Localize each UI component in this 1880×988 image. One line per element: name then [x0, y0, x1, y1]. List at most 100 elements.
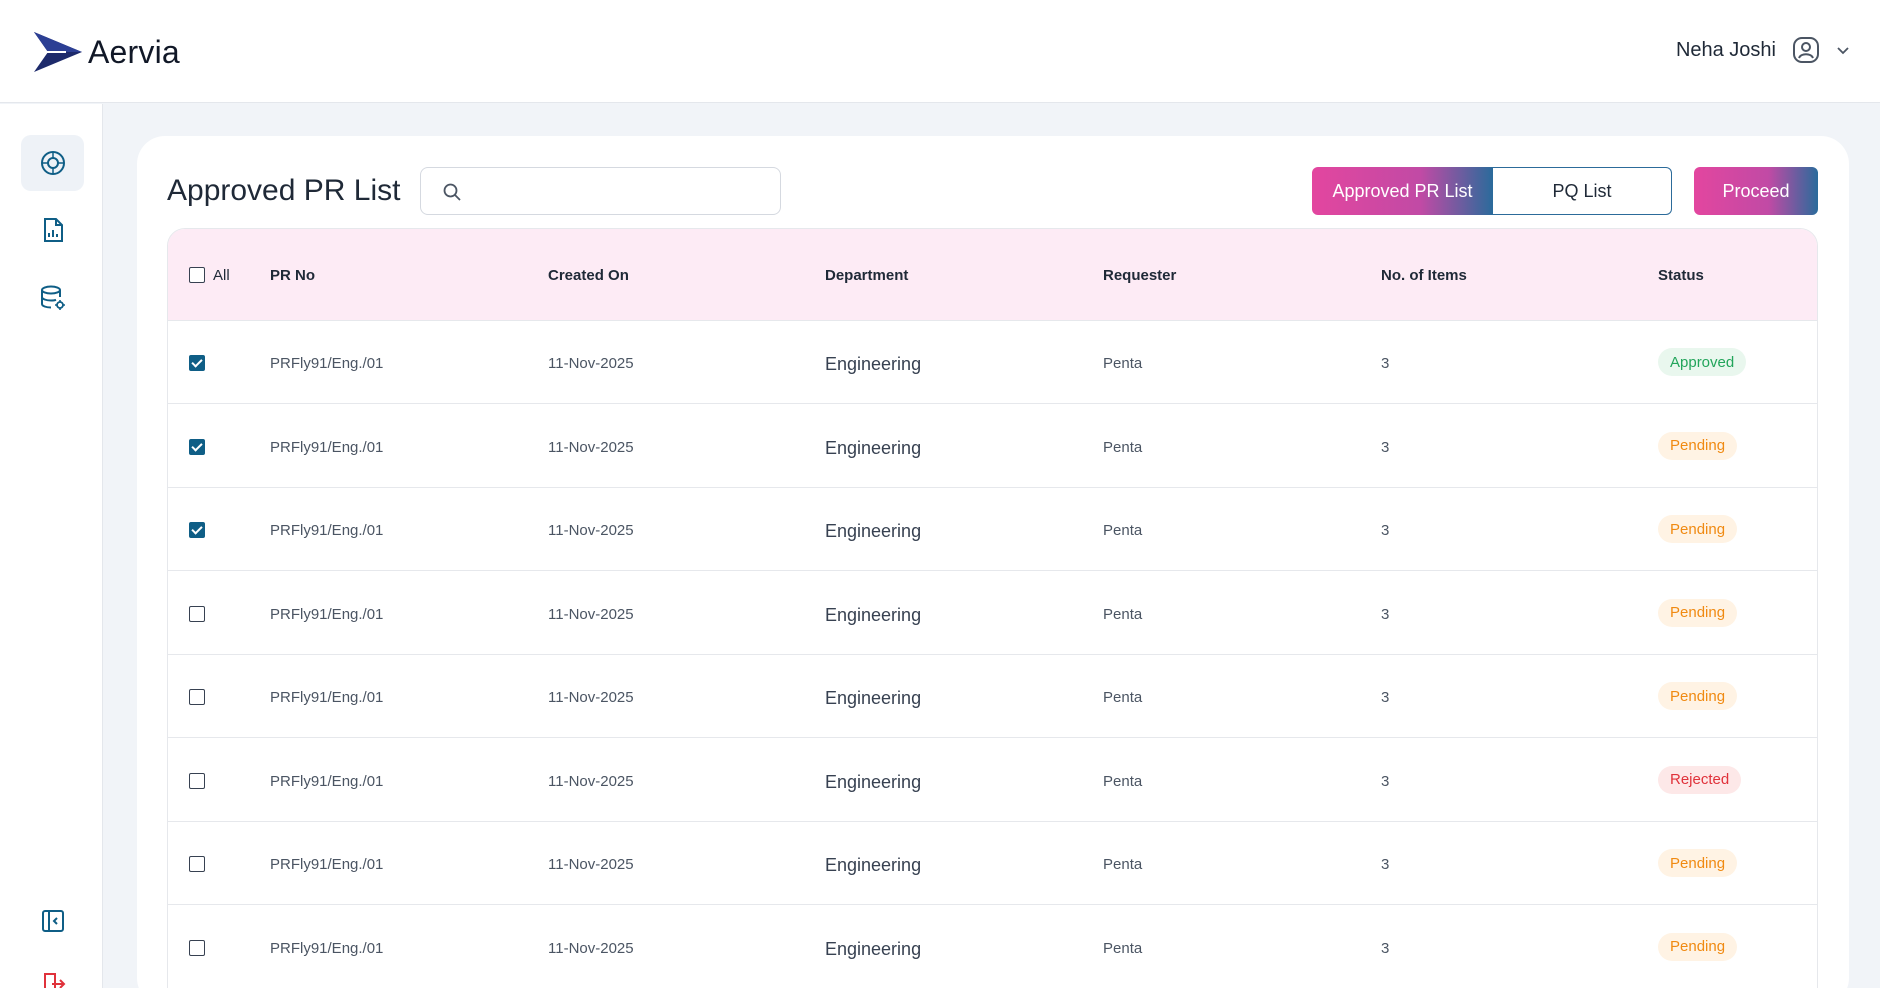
- cell-requester: Penta: [1103, 939, 1143, 957]
- cell-pr-no: PRFly91/Eng./01: [270, 438, 384, 456]
- user-name: Neha Joshi: [1675, 38, 1776, 61]
- sidebar-item-dashboard[interactable]: [21, 135, 84, 191]
- cell-requester: Penta: [1103, 522, 1143, 539]
- cell-no-of-items: 3: [1381, 522, 1390, 539]
- collapse-sidebar-icon: [41, 910, 64, 932]
- cell-pr-no: PRFly91/Eng./01: [270, 772, 384, 790]
- select-all-checkbox[interactable]: [189, 267, 205, 283]
- user-circle-icon: [1793, 37, 1819, 63]
- column-header-created-on: Created On: [548, 267, 629, 284]
- cell-requester: Penta: [1103, 438, 1143, 456]
- collapse-sidebar-button[interactable]: [21, 893, 84, 949]
- cell-pr-no: PRFly91/Eng./01: [270, 939, 384, 957]
- cell-department: Engineering: [825, 354, 922, 374]
- status-badge: Pending: [1658, 515, 1738, 543]
- cell-created-on: 11-Nov-2025: [548, 939, 634, 957]
- dashboard-target-icon: [40, 151, 65, 175]
- search-input[interactable]: [473, 176, 763, 206]
- row-checkbox[interactable]: [189, 355, 205, 371]
- cell-created-on: 11-Nov-2025: [548, 856, 634, 873]
- cell-created-on: 11-Nov-2025: [548, 772, 634, 790]
- tab-pq-list[interactable]: PQ List: [1493, 167, 1672, 215]
- cell-no-of-items: 3: [1381, 605, 1390, 623]
- sidebar-item-reports[interactable]: [21, 202, 84, 258]
- top-bar: Aervia Neha Joshi: [0, 0, 1880, 103]
- user-menu[interactable]: Neha Joshi: [1676, 36, 1850, 64]
- proceed-button[interactable]: Proceed: [1694, 167, 1818, 215]
- app-logo[interactable]: Aervia: [32, 30, 180, 74]
- row-checkbox[interactable]: [189, 605, 205, 622]
- row-checkbox[interactable]: [189, 772, 205, 789]
- cell-no-of-items: 3: [1381, 939, 1390, 957]
- pr-table: All PR No Created On Department Requeste…: [167, 228, 1818, 988]
- report-document-icon: [43, 218, 63, 242]
- cell-pr-no: PRFly91/Eng./01: [270, 605, 384, 623]
- table-row[interactable]: PRFly91/Eng./01 11-Nov-2025 Engineering Pen…: [168, 488, 1817, 571]
- logout-icon: [43, 973, 65, 988]
- row-checkbox[interactable]: [189, 689, 205, 705]
- table-row[interactable]: PRFly91/Eng./01 11-Nov-2025 Engineering Pen…: [168, 655, 1817, 738]
- cell-department: Engineering: [825, 604, 922, 625]
- cell-no-of-items: 3: [1381, 689, 1390, 706]
- select-all-label: All: [213, 267, 230, 284]
- cell-department: Engineering: [825, 938, 922, 959]
- table-row[interactable]: PRFly91/Eng./01 11-Nov-2025 Engineering Pen…: [168, 571, 1817, 655]
- sidebar-item-database-settings[interactable]: [21, 270, 84, 326]
- cell-department: Engineering: [825, 688, 922, 708]
- cell-no-of-items: 3: [1381, 856, 1390, 873]
- cell-created-on: 11-Nov-2025: [548, 438, 634, 456]
- cell-requester: Penta: [1103, 772, 1143, 790]
- app-name: Aervia: [88, 33, 180, 70]
- cell-no-of-items: 3: [1381, 772, 1390, 790]
- search-icon: [443, 183, 461, 201]
- tab-approved-pr-list[interactable]: Approved PR List: [1312, 167, 1493, 215]
- cell-department: Engineering: [825, 521, 922, 541]
- cell-created-on: 11-Nov-2025: [548, 689, 634, 706]
- row-checkbox[interactable]: [189, 438, 205, 455]
- cell-pr-no: PRFly91/Eng./01: [270, 856, 384, 873]
- cell-no-of-items: 3: [1381, 355, 1390, 372]
- column-header-pr-no: PR No: [270, 267, 315, 284]
- status-badge: Pending: [1658, 431, 1738, 460]
- status-badge: Rejected: [1658, 765, 1742, 794]
- table-header: All PR No Created On Department Requeste…: [168, 229, 1817, 321]
- cell-requester: Penta: [1103, 605, 1143, 623]
- row-checkbox[interactable]: [189, 856, 205, 872]
- column-header-requester: Requester: [1103, 267, 1177, 284]
- cell-requester: Penta: [1103, 689, 1143, 706]
- table-row[interactable]: PRFly91/Eng./01 11-Nov-2025 Engineering Pen…: [168, 738, 1817, 822]
- main-panel: Approved PR List Approved PR List PQ Lis…: [137, 136, 1849, 988]
- cell-no-of-items: 3: [1381, 438, 1390, 456]
- cell-created-on: 11-Nov-2025: [548, 605, 634, 623]
- cell-created-on: 11-Nov-2025: [548, 522, 634, 539]
- status-badge: Pending: [1658, 849, 1738, 877]
- aervia-arrow-logo-icon: [34, 32, 82, 72]
- row-checkbox[interactable]: [189, 939, 205, 956]
- table-row[interactable]: PRFly91/Eng./01 11-Nov-2025 Engineering Pen…: [168, 404, 1817, 488]
- page-title: Approved PR List: [167, 174, 401, 207]
- status-badge: Pending: [1658, 598, 1738, 627]
- cell-department: Engineering: [825, 855, 922, 875]
- row-checkbox[interactable]: [189, 522, 205, 538]
- cell-requester: Penta: [1103, 856, 1143, 873]
- column-header-no-of-items: No. of Items: [1381, 267, 1467, 284]
- search-box[interactable]: [420, 167, 781, 215]
- cell-created-on: 11-Nov-2025: [548, 355, 634, 372]
- column-header-department: Department: [825, 267, 909, 284]
- sidebar: [0, 104, 103, 988]
- database-settings-icon: [40, 285, 65, 310]
- status-badge: Pending: [1658, 682, 1738, 710]
- status-badge: Approved: [1658, 348, 1747, 376]
- chevron-down-icon[interactable]: [1836, 43, 1850, 57]
- cell-department: Engineering: [825, 437, 922, 458]
- cell-pr-no: PRFly91/Eng./01: [270, 522, 384, 539]
- table-row[interactable]: PRFly91/Eng./01 11-Nov-2025 Engineering Pen…: [168, 321, 1817, 404]
- cell-pr-no: PRFly91/Eng./01: [270, 689, 384, 706]
- cell-pr-no: PRFly91/Eng./01: [270, 355, 384, 372]
- logout-button[interactable]: [21, 960, 84, 988]
- table-row[interactable]: PRFly91/Eng./01 11-Nov-2025 Engineering Pen…: [168, 905, 1817, 988]
- status-badge: Pending: [1658, 932, 1738, 961]
- table-row[interactable]: PRFly91/Eng./01 11-Nov-2025 Engineering Pen…: [168, 822, 1817, 905]
- list-toggle: Approved PR List PQ List: [1312, 167, 1672, 215]
- column-header-status: Status: [1658, 267, 1704, 284]
